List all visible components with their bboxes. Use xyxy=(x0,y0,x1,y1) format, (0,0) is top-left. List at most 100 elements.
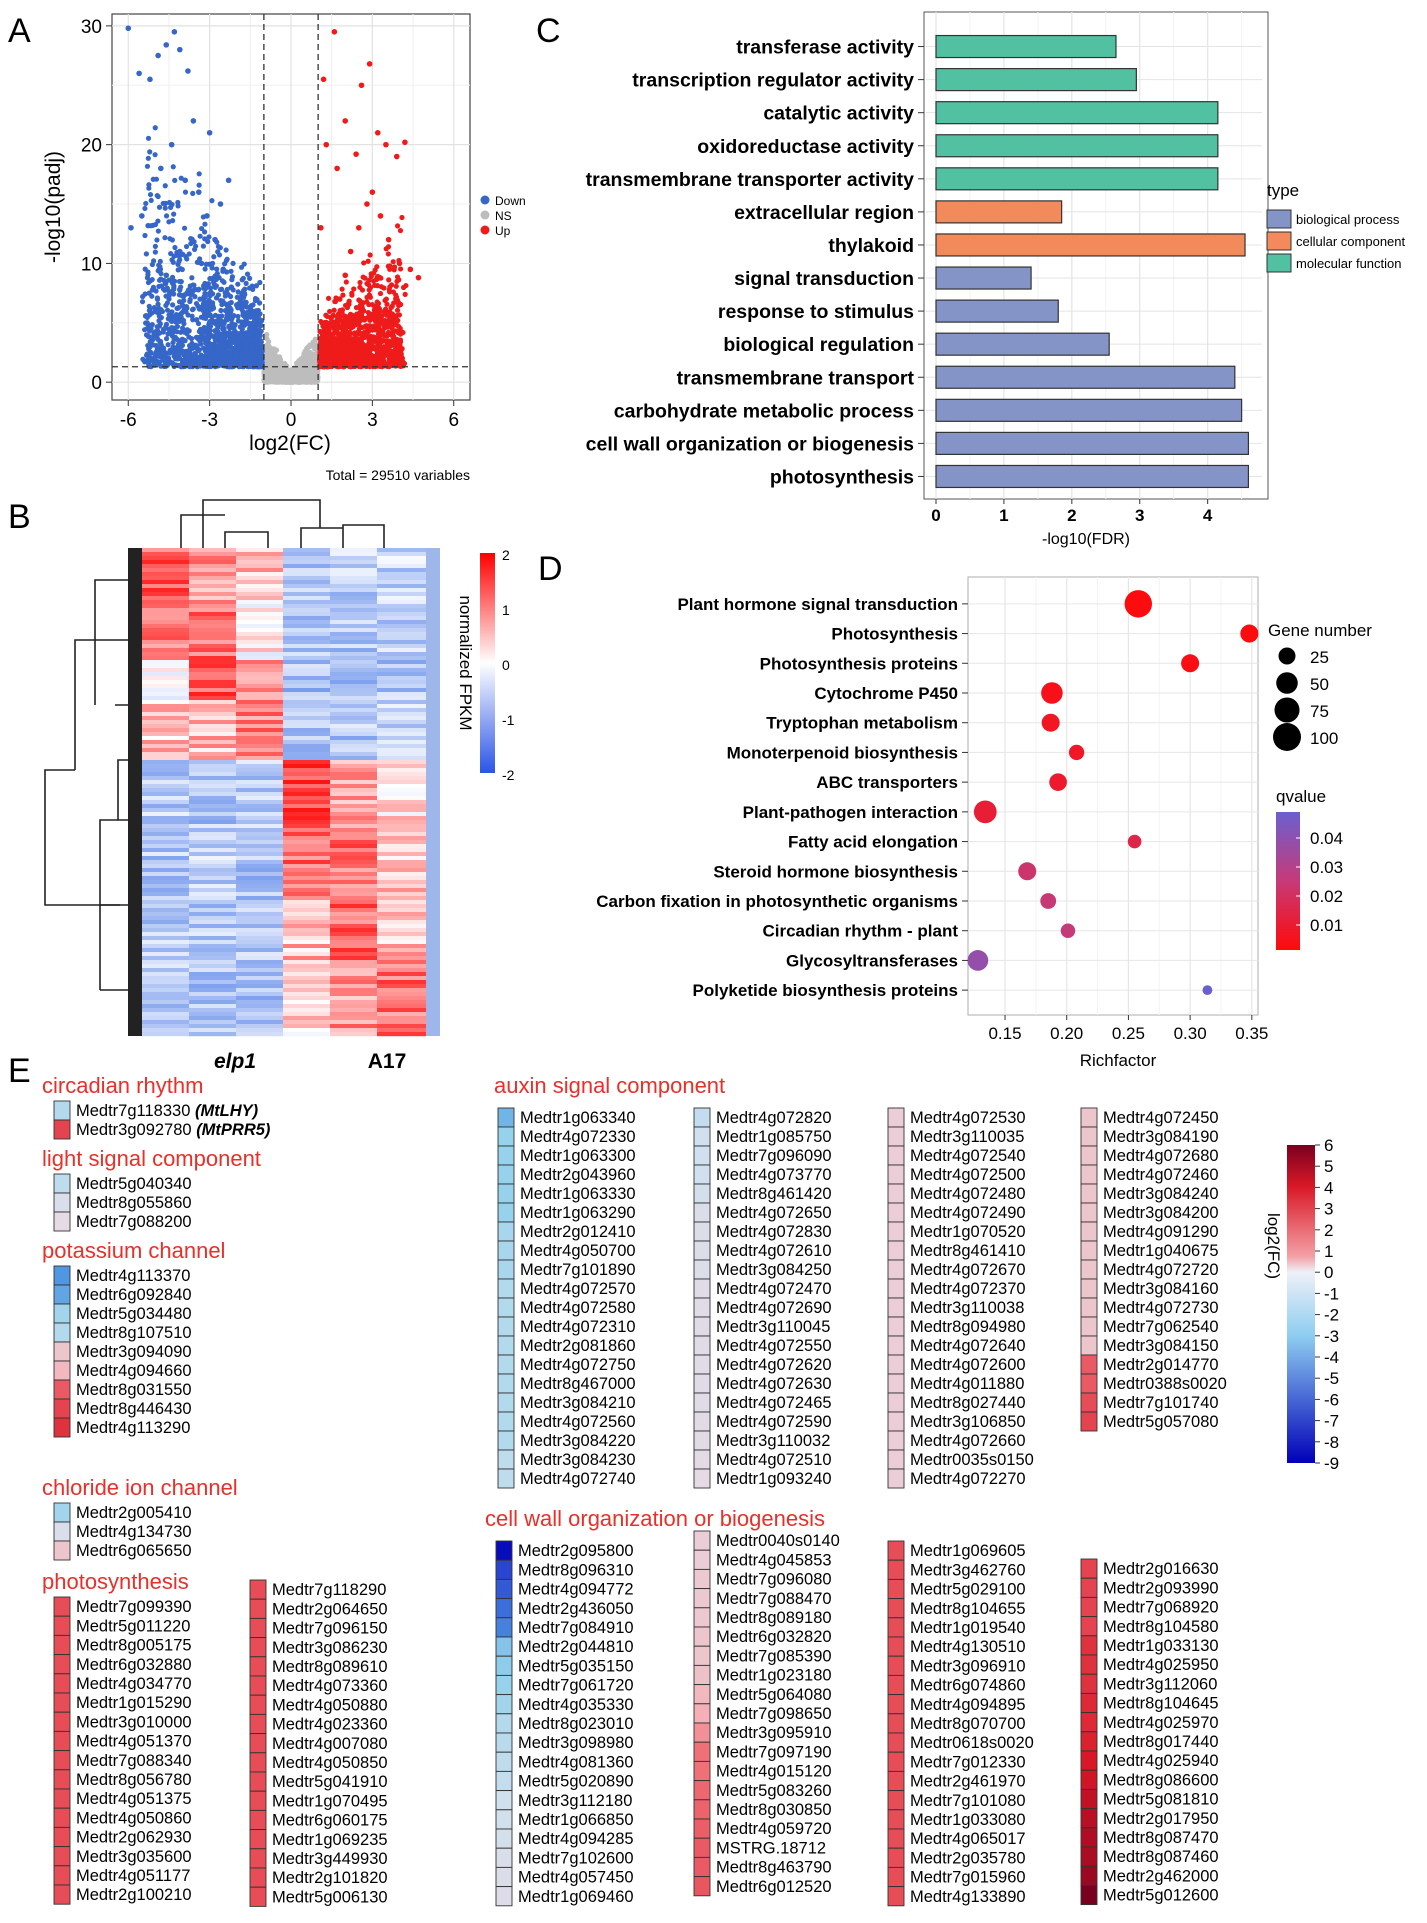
down-point xyxy=(145,155,151,161)
down-point xyxy=(197,296,203,302)
down-point xyxy=(171,29,178,35)
down-point xyxy=(170,259,176,265)
down-point xyxy=(257,349,264,355)
up-point xyxy=(377,290,384,297)
down-point xyxy=(195,320,202,327)
heatmap-cell xyxy=(330,596,379,601)
heatmap-cell xyxy=(142,564,191,569)
up-point xyxy=(320,358,327,364)
fpkm-heatmap: elp1 A17 210-1-2 normalized FPKM xyxy=(44,499,515,1073)
down-point xyxy=(166,296,172,302)
down-point xyxy=(162,235,168,241)
heatmap-cell xyxy=(377,548,426,553)
down-point xyxy=(194,360,200,367)
heatmap-cell xyxy=(142,568,191,573)
heatmap-cell xyxy=(330,704,379,709)
down-point xyxy=(209,260,216,266)
down-point xyxy=(146,303,152,309)
up-point xyxy=(343,279,349,285)
heatmap-cell xyxy=(377,644,426,649)
heatmap-cell xyxy=(189,596,238,601)
heatmap-cell xyxy=(283,572,332,577)
heatmap-cell xyxy=(189,560,238,565)
heatmap-cell xyxy=(189,684,238,689)
up-point xyxy=(403,282,409,289)
down-point xyxy=(241,343,247,349)
down-point xyxy=(202,266,208,272)
up-point xyxy=(385,236,392,243)
up-point xyxy=(368,333,374,339)
heatmap-cell xyxy=(189,652,238,657)
heatmap-cell xyxy=(283,712,332,717)
down-point xyxy=(220,343,226,350)
heatmap-cell xyxy=(142,680,191,685)
heatmap-cell xyxy=(142,576,191,581)
ns-point xyxy=(271,349,278,356)
heatmap-cell xyxy=(236,576,285,581)
down-point xyxy=(142,232,148,239)
heatmap-cell xyxy=(330,560,379,565)
down-point xyxy=(205,238,211,245)
down-point xyxy=(239,352,245,358)
heatmap-cell xyxy=(330,724,379,729)
up-point xyxy=(393,153,400,160)
heatmap-cell xyxy=(377,720,426,725)
up-point xyxy=(342,302,349,309)
down-point xyxy=(198,260,205,267)
heatmap-cell xyxy=(330,580,379,585)
down-point xyxy=(207,358,213,364)
down-point xyxy=(160,350,166,356)
heatmap-cell xyxy=(377,612,426,617)
heatmap-cell xyxy=(330,700,379,705)
down-point xyxy=(185,68,191,74)
down-point xyxy=(167,347,173,353)
down-point xyxy=(165,342,171,348)
up-point xyxy=(396,260,403,267)
up-point xyxy=(330,313,336,319)
down-point xyxy=(228,299,234,306)
down-point xyxy=(183,243,190,250)
down-point xyxy=(215,243,222,250)
down-point xyxy=(159,308,166,315)
heatmap-cell xyxy=(142,588,191,593)
up-point xyxy=(394,278,400,284)
down-point xyxy=(239,277,245,283)
heatmap-cell xyxy=(236,584,285,589)
up-point xyxy=(367,341,373,348)
up-point xyxy=(398,357,404,363)
up-point xyxy=(326,343,332,350)
heatmap-cell xyxy=(189,644,238,649)
down-point xyxy=(220,322,226,329)
down-point xyxy=(177,46,183,53)
heatmap-cell xyxy=(283,680,332,685)
up-point xyxy=(351,330,358,336)
heatmap-cell xyxy=(377,648,426,653)
down-point xyxy=(257,317,264,323)
down-point xyxy=(228,346,234,353)
up-point xyxy=(379,337,386,344)
heatmap-cell xyxy=(283,676,332,681)
down-point xyxy=(185,287,192,293)
heatmap-cell xyxy=(330,640,379,645)
up-point xyxy=(390,259,396,265)
down-point xyxy=(176,292,183,298)
heatmap-cell xyxy=(189,708,238,713)
heatmap-cell xyxy=(377,596,426,601)
up-point xyxy=(371,278,377,284)
down-point xyxy=(153,288,159,294)
heatmap-cell xyxy=(236,604,285,609)
heatmap-cell xyxy=(283,608,332,613)
down-point xyxy=(152,243,158,249)
up-point xyxy=(397,227,404,234)
down-point xyxy=(172,349,178,355)
heatmap-cell xyxy=(189,704,238,709)
down-point xyxy=(152,249,158,255)
up-point xyxy=(368,356,374,362)
heatmap-cell xyxy=(236,668,285,673)
heatmap-cell xyxy=(189,640,238,645)
up-point xyxy=(324,354,330,360)
heatmap-cell xyxy=(142,556,191,561)
heatmap-cell xyxy=(283,672,332,677)
heatmap-cell xyxy=(189,720,238,725)
